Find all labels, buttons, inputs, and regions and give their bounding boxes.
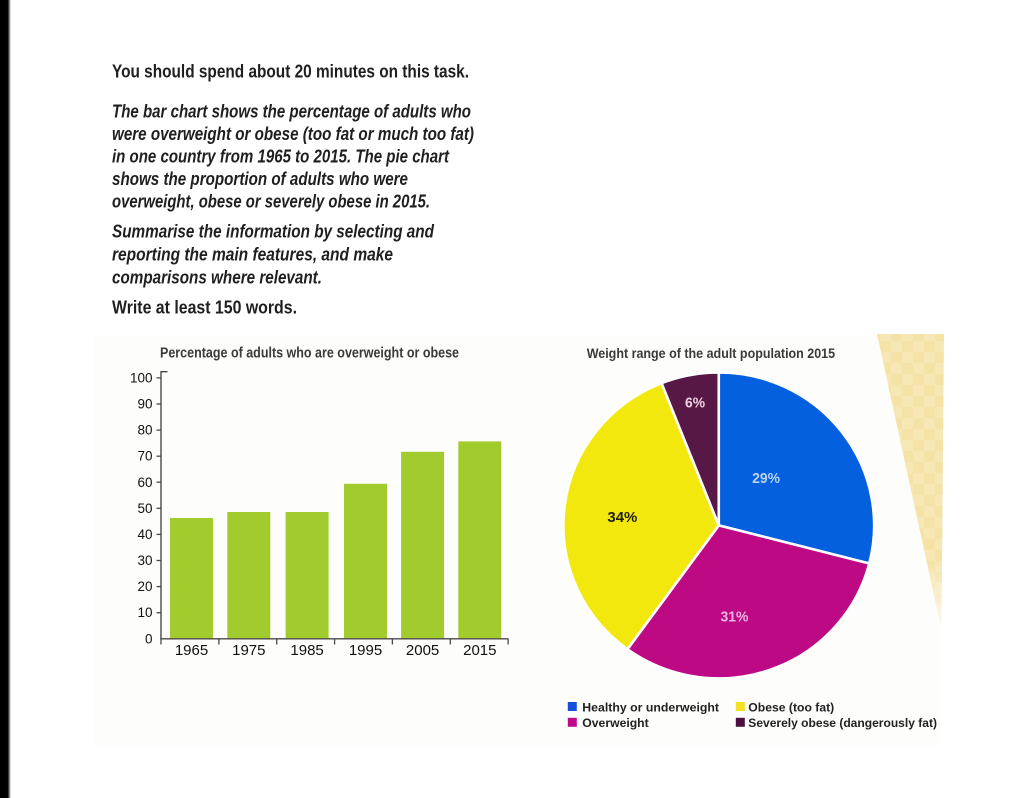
svg-text:40: 40 [137, 527, 152, 542]
svg-text:34%: 34% [607, 509, 637, 526]
svg-text:10: 10 [137, 605, 152, 620]
svg-text:29%: 29% [752, 470, 780, 487]
svg-text:were overweight or obese (too: were overweight or obese (too fat or muc… [112, 124, 474, 144]
svg-text:31%: 31% [721, 608, 749, 625]
svg-text:2015: 2015 [463, 642, 496, 659]
svg-text:30: 30 [137, 553, 152, 568]
svg-text:6%: 6% [685, 395, 705, 412]
svg-text:1975: 1975 [232, 642, 265, 659]
svg-text:1965: 1965 [175, 642, 208, 659]
svg-text:0: 0 [145, 631, 153, 646]
svg-text:shows the proportion of adults: shows the proportion of adults who were [112, 169, 408, 189]
svg-text:Percentage of adults who are o: Percentage of adults who are overweight … [160, 346, 459, 362]
svg-text:Summarise the information by s: Summarise the information by selecting a… [112, 222, 435, 242]
svg-text:The bar chart shows the percen: The bar chart shows the percentage of ad… [112, 102, 471, 122]
svg-text:20: 20 [137, 579, 152, 594]
svg-text:comparisons where relevant.: comparisons where relevant. [112, 268, 322, 288]
svg-text:Healthy or underweight: Healthy or underweight [582, 700, 719, 714]
svg-text:Severely obese (dangerously fa: Severely obese (dangerously fat) [748, 716, 937, 730]
svg-text:in one country from 1965 to 20: in one country from 1965 to 2015. The pi… [112, 147, 450, 167]
svg-text:2005: 2005 [406, 642, 439, 659]
svg-text:Obese (too fat): Obese (too fat) [748, 700, 834, 714]
svg-text:80: 80 [137, 423, 152, 438]
svg-text:100: 100 [130, 370, 153, 385]
svg-text:90: 90 [137, 397, 152, 412]
svg-text:Weight range of the adult popu: Weight range of the adult population 201… [587, 345, 836, 361]
svg-text:Overweight: Overweight [582, 716, 648, 730]
svg-text:60: 60 [137, 475, 152, 490]
svg-text:1985: 1985 [290, 642, 323, 659]
svg-text:50: 50 [137, 501, 152, 516]
svg-text:overweight, obese or severely: overweight, obese or severely obese in 2… [112, 192, 430, 212]
svg-text:70: 70 [137, 449, 152, 464]
svg-text:reporting the main features, a: reporting the main features, and make [112, 245, 393, 265]
svg-text:1995: 1995 [349, 642, 382, 659]
svg-text:Write at least 150 words.: Write at least 150 words. [112, 298, 297, 318]
svg-text:You should spend about 20 minu: You should spend about 20 minutes on thi… [112, 62, 469, 82]
